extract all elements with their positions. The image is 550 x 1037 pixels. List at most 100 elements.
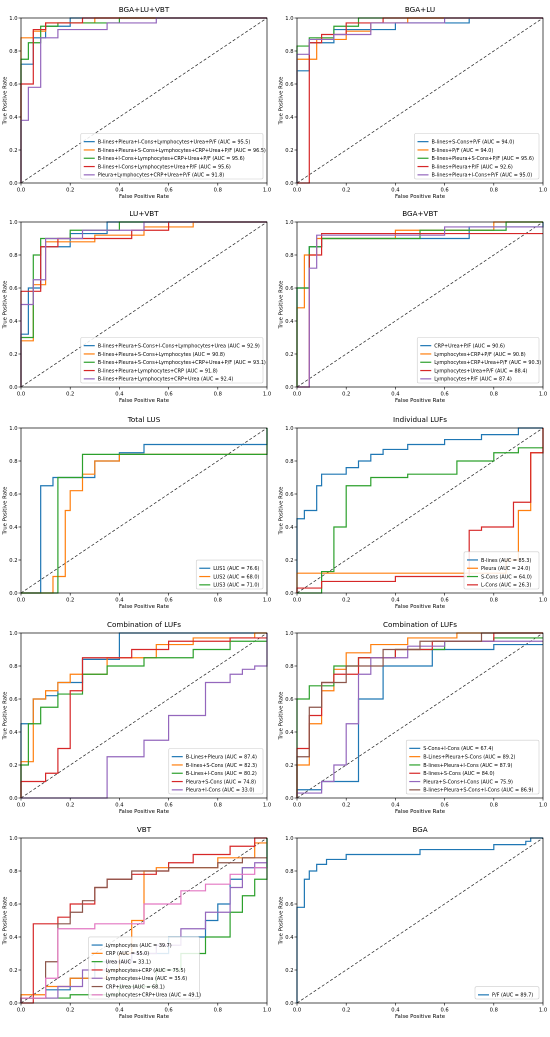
x-tick-label: 0.8: [214, 1008, 222, 1014]
y-axis-label: True Positive Rate: [3, 486, 9, 536]
y-tick-label: 0.2: [285, 763, 293, 769]
legend-entry-label: B-lines+Pleura+S-Cons+Lymphocytes (AUC =…: [98, 352, 225, 358]
chance-diagonal-line: [296, 632, 544, 799]
x-tick-label: 0.6: [440, 1008, 448, 1014]
roc-chart-5: Total LUS 0.00.0 0.2 0.2 0.4 0.4 0.6 0.6 0.8 0.8 1…: [3, 415, 272, 610]
chart-title: Combination of LUFs: [383, 620, 457, 629]
legend-entry-label: B-lines+I-Cons+Lymphocytes+CRP+Urea+P/F …: [98, 156, 245, 162]
x-axis-label: False Positive Rate: [395, 809, 446, 815]
roc-series-line: [21, 633, 268, 799]
roc-series-line: [20, 632, 267, 798]
chance-diagonal-line: [296, 221, 544, 388]
y-tick-label: 1.0: [9, 220, 17, 226]
y-tick-label: 0.6: [9, 286, 17, 292]
x-tick-label: 0.4: [115, 598, 124, 604]
x-axis-label: False Positive Rate: [119, 809, 170, 815]
legend-box: [80, 133, 264, 180]
roc-series-line: [20, 867, 267, 1003]
legend-entry-label: Lymphocytes (AUC = 39.7): [106, 943, 172, 949]
plot-frame: [296, 221, 544, 388]
y-tick-label: 1.0: [285, 16, 293, 22]
x-tick-label: 0.2: [342, 188, 350, 194]
x-tick-label: 0.0: [293, 1008, 301, 1014]
chance-diagonal-line: [296, 17, 544, 184]
y-tick-label: 0.0: [285, 385, 293, 391]
y-tick-label: 0.0: [9, 181, 17, 187]
roc-chart-1: BGA+LU+VBT 0.00.0 0.2 0.2 0.4 0.4 0.6 0.6 0.8 0.8…: [3, 5, 272, 200]
y-tick-label: 1.0: [9, 836, 17, 842]
x-tick-label: 0.6: [440, 803, 448, 809]
x-tick-label: 0.6: [164, 392, 172, 398]
legend-box: [463, 551, 540, 590]
x-tick-label: 0.4: [391, 392, 400, 398]
x-tick-label: 0.2: [342, 1008, 350, 1014]
roc-chart-2: BGA+LU 0.00.0 0.2 0.2 0.4 0.4 0.6 0.6 0.8 0.8 1.0 1…: [279, 5, 548, 200]
x-tick-label: 0.8: [490, 598, 498, 604]
x-tick-label: 0.6: [440, 392, 448, 398]
y-tick-label: 0.0: [9, 591, 17, 597]
y-tick-label: 0.2: [285, 558, 293, 564]
legend-entry-label: S-Cons+I-Cons (AUC = 67.4): [423, 746, 493, 752]
x-tick-label: 0.4: [115, 803, 124, 809]
y-axis-label: True Positive Rate: [279, 486, 285, 536]
legend-entry-label: B-lines+Pleura+I-Cons+Lymphocytes+Urea+P…: [98, 139, 251, 145]
x-tick-label: 0.8: [214, 803, 222, 809]
y-tick-label: 0.4: [285, 115, 294, 121]
y-tick-label: 0.6: [285, 697, 293, 703]
legend-entry-label: B-lines+Pleura+S-Cons+P/F (AUC = 95.6): [432, 156, 534, 162]
legend-box: [195, 559, 264, 590]
y-tick-label: 0.6: [9, 697, 17, 703]
x-tick-label: 0.4: [115, 188, 124, 194]
plot-frame: [296, 17, 544, 184]
legend-entry-label: B-lines+Pleura+I-Cons (AUC = 87.9): [423, 763, 512, 769]
chart-title: BGA+LU: [405, 5, 435, 14]
y-tick-label: 0.2: [9, 148, 17, 154]
x-tick-label: 0.4: [391, 803, 400, 809]
x-tick-label: 0.0: [293, 803, 301, 809]
y-tick-label: 0.6: [285, 286, 293, 292]
x-axis-label: False Positive Rate: [395, 398, 446, 404]
legend: B-lines+S-Cons+P/F (AUC = 94.0) B-lines+P…: [414, 133, 540, 180]
legend-entry-label: CRP (AUC = 55.0): [106, 951, 150, 957]
y-tick-label: 0.4: [9, 935, 18, 941]
y-tick-label: 0.4: [285, 730, 294, 736]
y-axis-label: True Positive Rate: [279, 691, 285, 741]
x-tick-label: 1.0: [539, 803, 547, 809]
chart-title: LU+VBT: [129, 209, 159, 218]
x-tick-label: 0.6: [440, 598, 448, 604]
y-tick-label: 0.0: [285, 181, 293, 187]
y-tick-label: 0.2: [9, 968, 17, 974]
x-tick-label: 0.0: [293, 188, 301, 194]
x-tick-label: 0.6: [164, 598, 172, 604]
y-tick-label: 0.8: [9, 253, 17, 259]
y-tick-label: 1.0: [9, 631, 17, 637]
legend-entry-label: Lymphocytes+P/F (AUC = 87.4): [434, 377, 512, 383]
legend-entry-label: B-lines (AUC = 85.3): [481, 558, 531, 564]
y-tick-label: 0.4: [285, 319, 294, 325]
x-tick-label: 0.4: [115, 392, 124, 398]
roc-series-line: [297, 447, 543, 594]
y-tick-label: 0.2: [9, 352, 17, 358]
y-tick-label: 1.0: [9, 16, 17, 22]
legend-box: [88, 936, 200, 1000]
x-tick-label: 0.0: [17, 598, 25, 604]
y-tick-label: 1.0: [285, 836, 293, 842]
legend-entry-label: Pleura (AUC = 24.0): [481, 566, 530, 572]
y-tick-label: 0.8: [285, 459, 293, 465]
x-axis-label: False Positive Rate: [395, 1014, 446, 1020]
legend-entry-label: S-Cons (AUC = 64.0): [481, 574, 532, 580]
x-tick-label: 0.0: [17, 803, 25, 809]
legend: B-Lines+Pleura (AUC = 87.4) B-lines+S-Con…: [168, 748, 264, 795]
chance-diagonal-line: [296, 427, 544, 594]
y-tick-label: 0.2: [285, 352, 293, 358]
y-tick-label: 0.8: [9, 459, 17, 465]
y-tick-label: 0.2: [285, 968, 293, 974]
legend-entry-label: CRP+Urea (AUC = 68.1): [106, 984, 165, 990]
roc-series-line: [296, 632, 543, 798]
x-axis-label: False Positive Rate: [395, 604, 446, 610]
y-tick-label: 0.6: [285, 82, 293, 88]
legend: CRP+Urea+P/F (AUC = 90.6) Lymphocytes+CRP…: [416, 337, 541, 384]
x-tick-label: 0.2: [66, 803, 74, 809]
x-tick-label: 0.4: [391, 598, 400, 604]
y-axis-label: True Positive Rate: [3, 76, 9, 126]
